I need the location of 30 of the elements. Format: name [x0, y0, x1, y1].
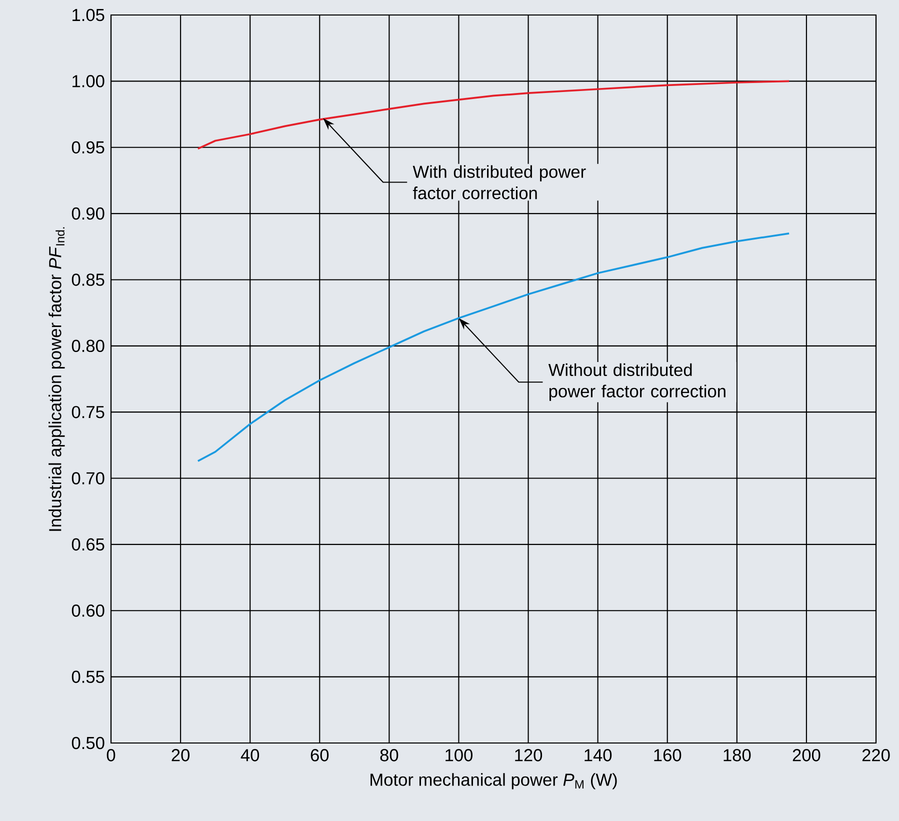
x-tick-label: 20 [172, 749, 190, 762]
x-tick-label: 200 [792, 749, 820, 762]
line-series [197, 232, 790, 462]
y-tick-label: 0.55 [72, 670, 104, 683]
y-tick-label: 0.50 [72, 736, 104, 750]
x-tick-label: 0 [106, 749, 116, 762]
x-tick-label: 220 [862, 749, 890, 762]
y-tick-label: 0.70 [72, 472, 104, 484]
annotation: With distributed power factor correction [412, 165, 586, 200]
x-tick-label: 120 [515, 749, 542, 762]
y-axis-title: Industrial application power factor PF$_{Ind.}$ [48, 227, 65, 531]
y-tick-label: 1.00 [72, 75, 104, 88]
y-tick-label: 0.65 [72, 538, 104, 551]
annotation: Without distributed power factor correction [548, 363, 726, 401]
line-series [197, 80, 790, 150]
x-tick-label: 40 [240, 749, 260, 762]
y-tick-label: 0.60 [72, 604, 104, 617]
x-tick-label: 60 [310, 749, 329, 762]
x-tick-label: 140 [584, 749, 612, 762]
y-tick-label: 0.75 [72, 406, 104, 418]
y-tick-label: 0.90 [72, 207, 104, 220]
y-tick-label: 0.95 [72, 141, 104, 154]
x-tick-label: 180 [724, 749, 751, 762]
y-tick-label: 1.05 [72, 8, 104, 22]
y-tick-label: 0.85 [72, 274, 104, 286]
x-tick-label: 80 [380, 749, 398, 762]
x-axis-title: Motor mechanical power P$_{M}$ (W) [370, 773, 617, 790]
x-tick-label: 100 [446, 749, 473, 762]
x-tick-label: 160 [654, 749, 682, 762]
y-tick-label: 0.80 [72, 340, 104, 352]
